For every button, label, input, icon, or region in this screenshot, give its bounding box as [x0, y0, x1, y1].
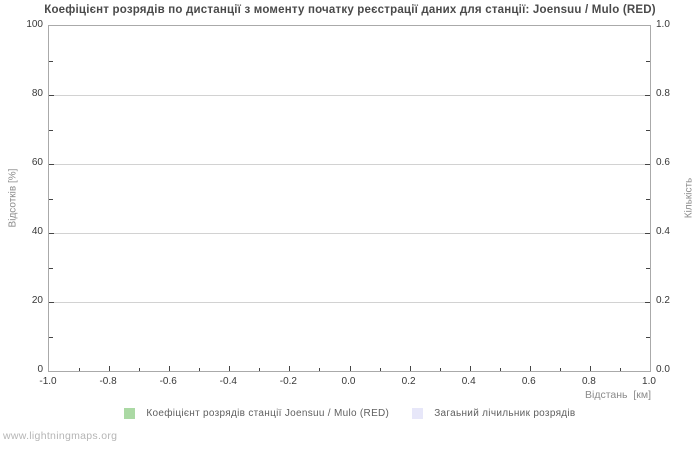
y-minor-tick [49, 129, 53, 131]
y-axis-right-tick-label: 0.6 [656, 157, 670, 168]
x-minor-tick [319, 368, 321, 371]
x-axis-tick-label: -0.2 [279, 376, 297, 387]
y-axis-left-tick-label: 20 [31, 295, 43, 306]
x-axis-tick-label: 0.6 [521, 376, 536, 387]
y-minor-tick [646, 267, 650, 269]
legend-item-station-ratio: Коефіцієнт розрядів станції Joensuu / Mu… [124, 408, 389, 419]
y-axis-right-tick-label: 1.0 [656, 19, 670, 30]
y-minor-tick [49, 198, 53, 200]
x-major-tick [589, 366, 591, 371]
y-axis-right-tick-label: 0.8 [656, 88, 670, 99]
y-major-tick [645, 95, 650, 96]
x-minor-tick [79, 368, 81, 371]
y-minor-tick [646, 129, 650, 131]
x-major-tick [109, 366, 111, 371]
x-minor-tick [499, 368, 501, 371]
x-major-tick [529, 366, 531, 371]
x-minor-tick [559, 368, 561, 371]
x-minor-tick [439, 368, 441, 371]
x-minor-tick [139, 368, 141, 371]
y-minor-tick [646, 198, 650, 200]
y-major-tick [645, 302, 650, 303]
legend-swatch-station-ratio [124, 408, 136, 419]
x-axis-tick-label: -0.4 [219, 376, 237, 387]
y-major-tick [49, 302, 54, 303]
x-major-tick [469, 366, 471, 371]
legend-label-station-ratio: Коефіцієнт розрядів станції Joensuu / Mu… [146, 408, 390, 419]
legend-label-total-count: Загаьний лічильник розрядів [434, 408, 576, 419]
y-axis-left-tick-label: 100 [26, 19, 43, 30]
legend-swatch-total-count [412, 408, 424, 419]
gridline [49, 233, 650, 234]
x-axis-tick-label: 0.0 [341, 376, 356, 387]
y-minor-tick [49, 60, 53, 62]
x-axis-tick-label: -0.8 [99, 376, 117, 387]
y-axis-left-tick-label: 80 [31, 88, 43, 99]
y-major-tick [645, 233, 650, 234]
x-major-tick [169, 366, 171, 371]
y-major-tick [49, 164, 54, 165]
y-axis-right-tick-label: 0.0 [656, 364, 670, 375]
y-axis-left-tick-label: 60 [31, 157, 43, 168]
x-major-tick [289, 366, 291, 371]
chart-title: Коефіцієнт розрядів по дистанції з момен… [44, 4, 656, 16]
y-minor-tick [646, 336, 650, 338]
y-major-tick [645, 164, 650, 165]
gridline [49, 95, 650, 96]
x-axis-tick-label: 0.2 [401, 376, 416, 387]
gridline [49, 164, 650, 165]
x-axis-tick-label: 1.0 [642, 376, 656, 387]
x-major-tick [349, 366, 351, 371]
y-minor-tick [49, 267, 53, 269]
y-axis-left-tick-label: 0 [37, 364, 43, 375]
y-axis-right-tick-label: 0.2 [656, 295, 670, 306]
legend-item-total-count: Загаьний лічильник розрядів [412, 408, 575, 419]
x-axis-title: Відстань [км] [585, 389, 651, 401]
y-minor-tick [49, 336, 53, 338]
y-axis-right-tick-label: 0.4 [656, 226, 670, 237]
y-minor-tick [646, 60, 650, 62]
x-axis-tick-label: 0.8 [581, 376, 596, 387]
y-axis-left-title: Відсотків [%] [7, 168, 19, 228]
plot-area [48, 25, 651, 372]
y-major-tick [49, 95, 54, 96]
x-axis-tick-label: 0.4 [461, 376, 476, 387]
gridline [49, 302, 650, 303]
x-minor-tick [619, 368, 621, 371]
legend: Коефіцієнт розрядів станції Joensuu / Mu… [0, 408, 700, 419]
x-axis-tick-label: -1.0 [39, 376, 57, 387]
y-axis-left-tick-label: 40 [31, 226, 43, 237]
y-major-tick [49, 233, 54, 234]
x-major-tick [229, 366, 231, 371]
x-major-tick [409, 366, 411, 371]
watermark-link[interactable]: www.lightningmaps.org [3, 430, 118, 442]
y-axis-right-title: Кількість [683, 177, 695, 219]
x-minor-tick [199, 368, 201, 371]
x-minor-tick [379, 368, 381, 371]
x-axis-tick-label: -0.6 [159, 376, 177, 387]
x-minor-tick [259, 368, 261, 371]
